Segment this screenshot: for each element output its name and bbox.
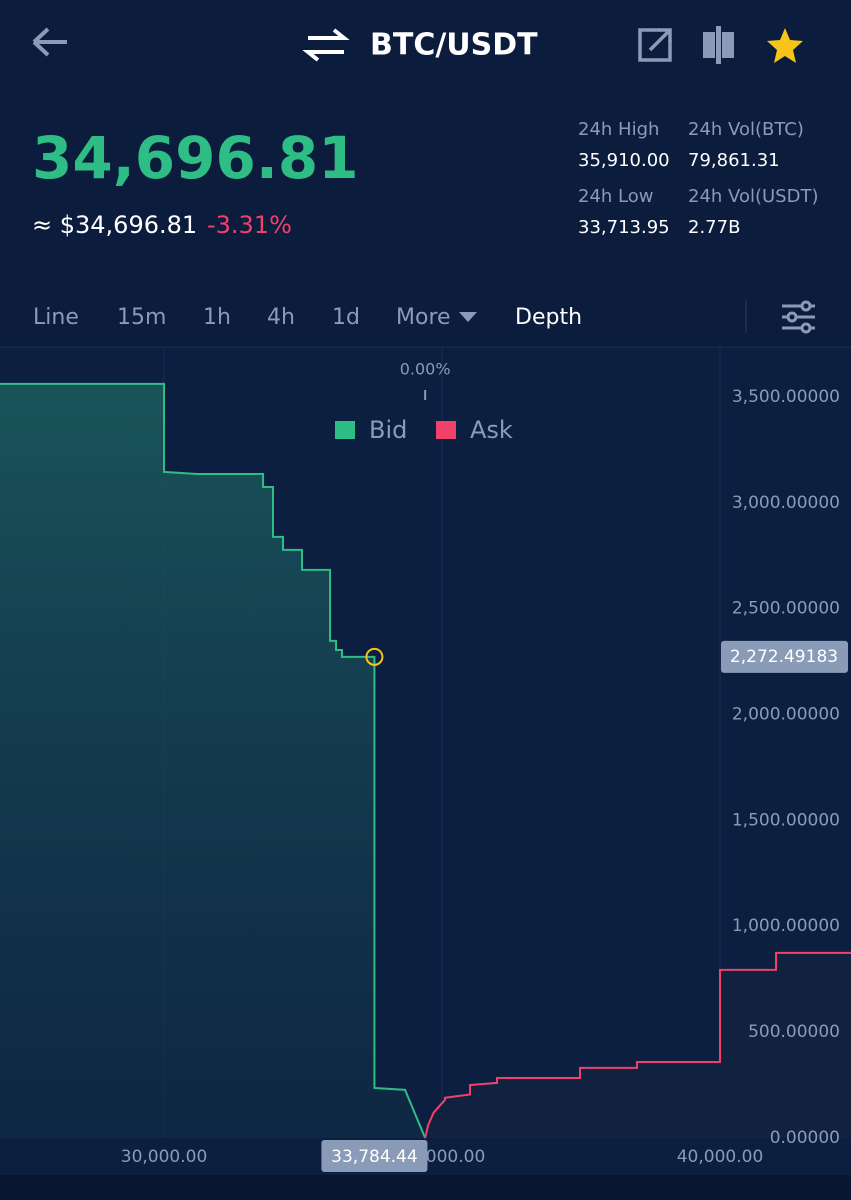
price-change: -3.31%: [207, 211, 292, 239]
tab[interactable]: 4h: [267, 305, 295, 330]
dropdown-caret: [459, 312, 477, 322]
stat-value: 33,713.95: [578, 217, 670, 238]
tab[interactable]: Depth: [515, 305, 582, 330]
candle-icon[interactable]: [703, 26, 734, 64]
swap-icon[interactable]: [302, 28, 350, 62]
y-tick-label: 1,000.00000: [732, 916, 840, 936]
crosshair-x-label: 33,784.44: [331, 1147, 418, 1167]
legend-swatch: [436, 421, 456, 439]
bid-area: [0, 383, 426, 1138]
stat-value: 35,910.00: [578, 150, 670, 171]
settings-icon[interactable]: [782, 300, 815, 334]
y-tick-label: 2,500.00000: [732, 599, 840, 619]
stat-label: 24h Vol(BTC): [688, 119, 804, 140]
bottom-strip: [0, 1175, 851, 1200]
y-tick-label: 1,500.00000: [732, 810, 840, 830]
pair-title: BTC/USDT: [370, 28, 538, 63]
tab[interactable]: 1h: [203, 305, 231, 330]
fiat-price: ≈ $34,696.81: [32, 211, 197, 239]
crosshair-x-box: [321, 1140, 428, 1172]
bid-line: [0, 382, 427, 1139]
y-tick-label: 3,000.00000: [732, 493, 840, 513]
tab[interactable]: More: [396, 305, 451, 330]
legend-swatch: [335, 421, 355, 439]
y-tick-label: 2,000.00000: [732, 705, 840, 725]
stat-label: 24h Low: [578, 186, 653, 207]
stat-value: 79,861.31: [688, 150, 780, 171]
stat-label: 24h High: [578, 119, 659, 140]
crosshair-y-label: 2,272.49183: [730, 647, 838, 667]
back-button[interactable]: [32, 27, 67, 57]
legend-label: Ask: [470, 416, 513, 444]
tab[interactable]: Line: [33, 305, 79, 330]
tab[interactable]: 15m: [117, 305, 166, 330]
ask-area: [425, 952, 851, 1138]
last-price: 34,696.81: [32, 124, 359, 192]
x-tick-label: 30,000.00: [121, 1147, 208, 1167]
y-tick-label: 0.00000: [770, 1128, 840, 1148]
spread-label: 0.00%: [400, 360, 451, 379]
stat-value: 2.77B: [688, 217, 740, 238]
favorite-star[interactable]: [767, 28, 803, 63]
share-icon[interactable]: [638, 28, 672, 62]
legend-label: Bid: [369, 416, 407, 444]
ask-line: [424, 951, 851, 1139]
y-tick-label: 3,500.00000: [732, 387, 840, 407]
tab[interactable]: 1d: [332, 305, 360, 330]
crosshair-y-box: [721, 640, 848, 673]
stat-label: 24h Vol(USDT): [688, 186, 818, 207]
crosshair-point: [365, 647, 384, 666]
x-tick-label: 40,000.00: [677, 1147, 764, 1167]
y-tick-label: 500.00000: [748, 1022, 840, 1042]
